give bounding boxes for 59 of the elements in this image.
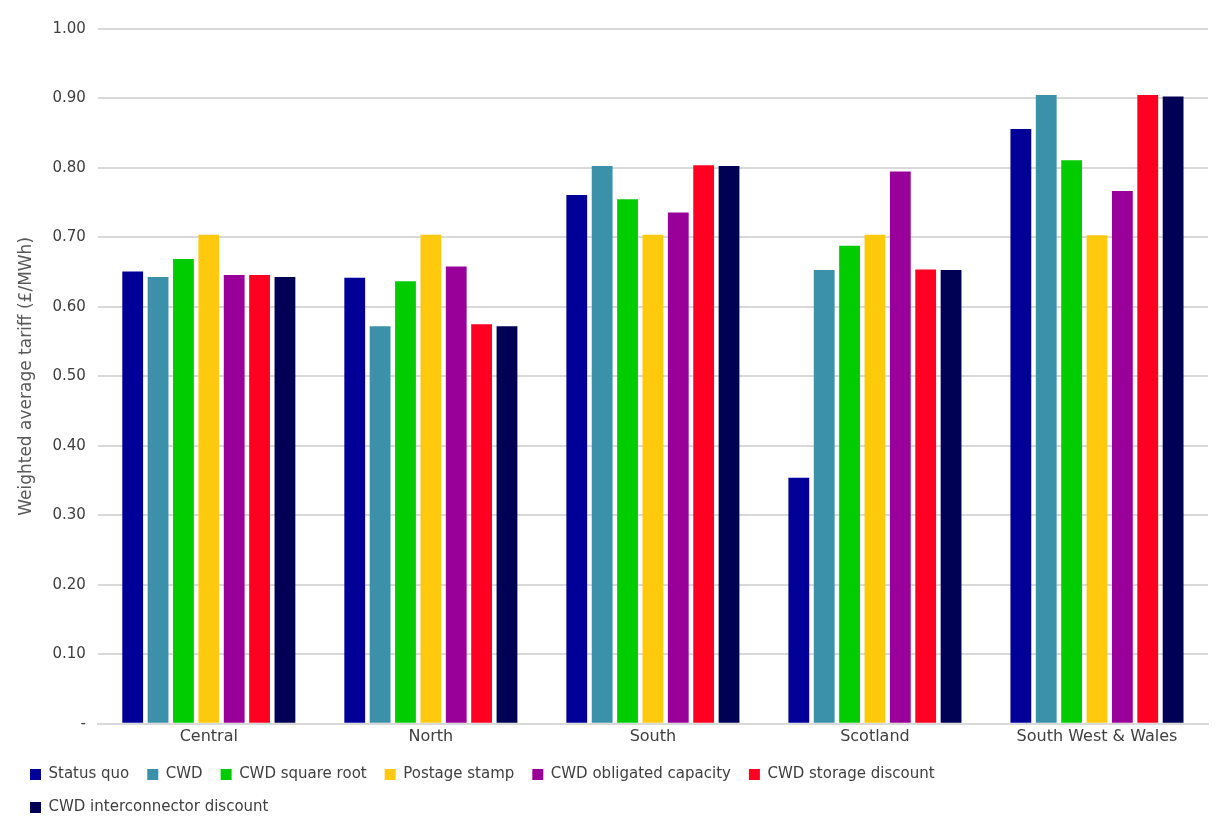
bar [1111, 190, 1133, 723]
bar [693, 165, 715, 723]
bar [667, 212, 689, 723]
legend-label: Postage stamp [403, 764, 515, 783]
bar [813, 270, 835, 723]
x-tick-label: South [629, 725, 677, 745]
bar [122, 271, 144, 723]
bar [249, 274, 270, 723]
y-tick-label: 0.10 [52, 644, 86, 663]
bar [1061, 160, 1083, 723]
bar [1010, 129, 1032, 723]
y-tick-label: 0.80 [52, 157, 86, 176]
bar [369, 326, 391, 723]
x-tick-label: South West & Wales [1016, 725, 1178, 745]
bar [1137, 95, 1159, 723]
y-tick-label: 0.20 [52, 574, 86, 593]
legend-label: CWD square root [239, 764, 367, 783]
bar [147, 277, 169, 723]
x-tick-label: North [408, 725, 454, 745]
bar [223, 274, 245, 723]
bar [445, 266, 467, 723]
bar [718, 165, 740, 723]
y-tick-label: 0.70 [52, 227, 86, 246]
bar [839, 245, 860, 723]
legend-label: CWD interconnector discount [48, 797, 269, 816]
y-tick-label: 0.50 [52, 366, 86, 385]
bar [420, 234, 442, 723]
bar [617, 199, 638, 723]
bar [1035, 95, 1057, 723]
bar [566, 195, 588, 723]
legend-label: CWD [165, 764, 203, 783]
y-tick-label: 1.00 [52, 18, 86, 37]
bar [1162, 96, 1184, 723]
bar [889, 171, 911, 723]
x-tick-label: Scotland [840, 725, 910, 745]
bar [915, 269, 937, 723]
y-tick-label: 0.90 [52, 88, 86, 107]
bar [940, 270, 962, 723]
bar [344, 277, 366, 723]
bar [395, 281, 416, 723]
bar [198, 234, 220, 723]
y-axis-title: Weighted average tariff (£/MWh) [14, 236, 35, 516]
bar [173, 258, 194, 723]
bar [1086, 235, 1108, 723]
bar [274, 277, 296, 723]
bar [591, 165, 613, 723]
y-tick-label: - [80, 713, 86, 732]
legend-label: CWD obligated capacity [550, 764, 732, 783]
y-tick-label: 0.30 [52, 505, 86, 524]
bar [642, 234, 664, 723]
bar [788, 477, 810, 723]
bar [471, 324, 493, 723]
legend-label: CWD storage discount [767, 764, 935, 783]
bar [864, 234, 886, 723]
y-tick-label: 0.40 [52, 435, 86, 454]
legend-label: Status quo [48, 764, 130, 783]
y-tick-label: 0.60 [52, 296, 86, 315]
bar [496, 326, 518, 723]
x-tick-label: Central [179, 725, 238, 745]
